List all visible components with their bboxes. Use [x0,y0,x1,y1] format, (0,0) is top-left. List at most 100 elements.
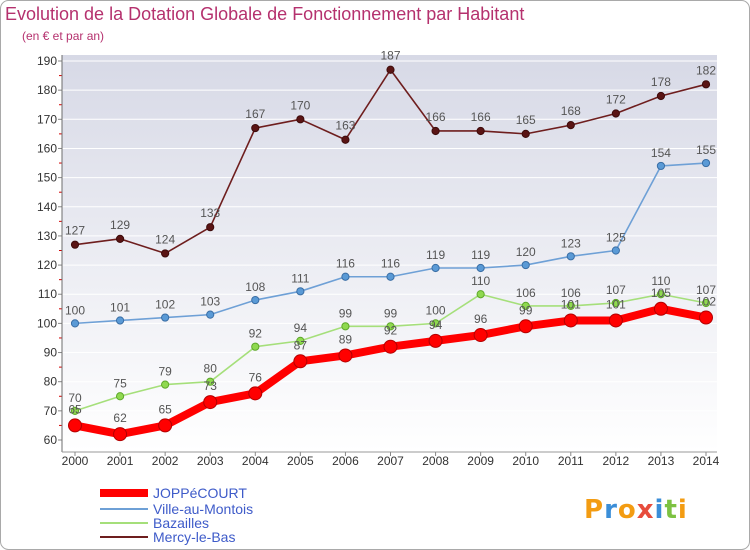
logo-letter: P [584,495,604,525]
y-tick-label: 80 [44,375,58,389]
data-point [701,80,711,89]
data-point [386,322,395,331]
legend-label-ville-au-montois: Ville-au-Montois [153,501,253,517]
data-label: 94 [294,321,308,335]
data-point [656,290,666,299]
x-tick-label: 2010 [512,454,539,468]
data-point [341,272,350,281]
data-label: 101 [110,300,130,314]
data-label: 127 [65,224,85,238]
data-label: 154 [651,146,671,160]
data-label: 106 [516,286,536,300]
plot-area [62,55,717,452]
y-tick-label: 60 [44,433,58,447]
x-tick-label: 2002 [152,454,179,468]
data-point [248,386,263,401]
data-label: 62 [113,411,127,425]
data-point [383,339,398,354]
data-label: 155 [696,143,716,157]
x-tick-label: 2014 [693,454,720,468]
data-point [341,322,350,331]
x-tick-label: 2000 [62,454,89,468]
data-label: 94 [429,318,443,332]
data-label: 119 [471,248,490,262]
data-label: 100 [426,303,446,317]
data-label: 87 [294,338,308,352]
data-point [656,91,666,101]
legend-item-ville-au-montois: Ville-au-Montois [100,501,253,517]
data-label: 182 [696,63,716,77]
x-tick-label: 2013 [648,454,675,468]
data-label: 76 [249,370,263,384]
x-tick-label: 2005 [287,454,314,468]
chart-subtitle: (en € et par an) [22,29,104,43]
data-label: 92 [384,324,398,338]
series-group [68,65,713,442]
data-label: 120 [516,245,536,259]
y-tick-label: 90 [44,346,58,360]
data-point [338,348,353,363]
data-label: 165 [516,113,536,127]
data-point [566,252,575,261]
data-point [611,109,620,118]
logo-letter: x [637,495,655,525]
data-point [296,287,305,296]
series-mercy-le-bas [70,65,711,258]
data-point [115,392,125,401]
data-label: 105 [651,286,671,300]
y-tick-label: 70 [44,404,58,418]
data-label: 111 [291,271,310,285]
data-label: 124 [155,232,175,246]
data-label: 166 [426,110,446,124]
x-tick-label: 2003 [197,454,224,468]
data-label: 107 [696,283,716,297]
data-point [386,65,395,74]
x-tick-label: 2009 [467,454,494,468]
data-point [296,336,305,345]
data-label: 99 [519,303,533,317]
x-tick-label: 2011 [558,454,584,468]
data-point [161,313,170,322]
data-label: 102 [696,295,716,309]
legend-label-joppecourt: JOPPéCOURT [153,485,247,501]
data-point [113,427,128,442]
data-point [611,246,620,255]
data-label: 65 [68,402,82,416]
data-label: 79 [158,365,172,379]
proxiti-logo: Proxiti [584,495,688,525]
data-point [70,240,80,249]
data-label: 168 [561,104,581,118]
x-tick-label: 2001 [107,454,134,468]
data-label: 172 [606,92,626,106]
data-label: 110 [471,274,490,288]
data-label: 107 [606,283,626,297]
data-point [431,319,440,328]
data-point [476,126,485,136]
data-label: 119 [426,248,445,262]
data-label: 100 [65,303,85,317]
data-label: 102 [155,298,175,312]
data-label: 166 [471,110,491,124]
data-point [566,301,575,310]
x-tick-label: 2008 [422,454,449,468]
data-point [611,298,620,308]
data-label: 108 [245,280,265,294]
data-point [161,249,170,258]
data-point [656,161,666,171]
data-label: 106 [561,286,581,300]
x-tick-label: 2012 [603,454,630,468]
data-labels: 127 129 124 133 167 170 163 187 166 166 165 168 172 1… [65,49,716,425]
data-label: 101 [606,297,626,311]
y-tick-label: 140 [37,200,57,214]
data-label: 89 [339,332,353,346]
data-point [431,263,440,273]
data-point [206,377,215,386]
series-bazailles [70,290,711,415]
y-tick-label: 180 [37,83,57,97]
y-tick-label: 190 [37,54,57,68]
data-point [473,328,488,343]
data-label: 123 [561,236,581,250]
data-point [203,395,218,410]
legend: JOPPéCOURT Ville-au-Montois Bazailles Me… [100,485,253,545]
